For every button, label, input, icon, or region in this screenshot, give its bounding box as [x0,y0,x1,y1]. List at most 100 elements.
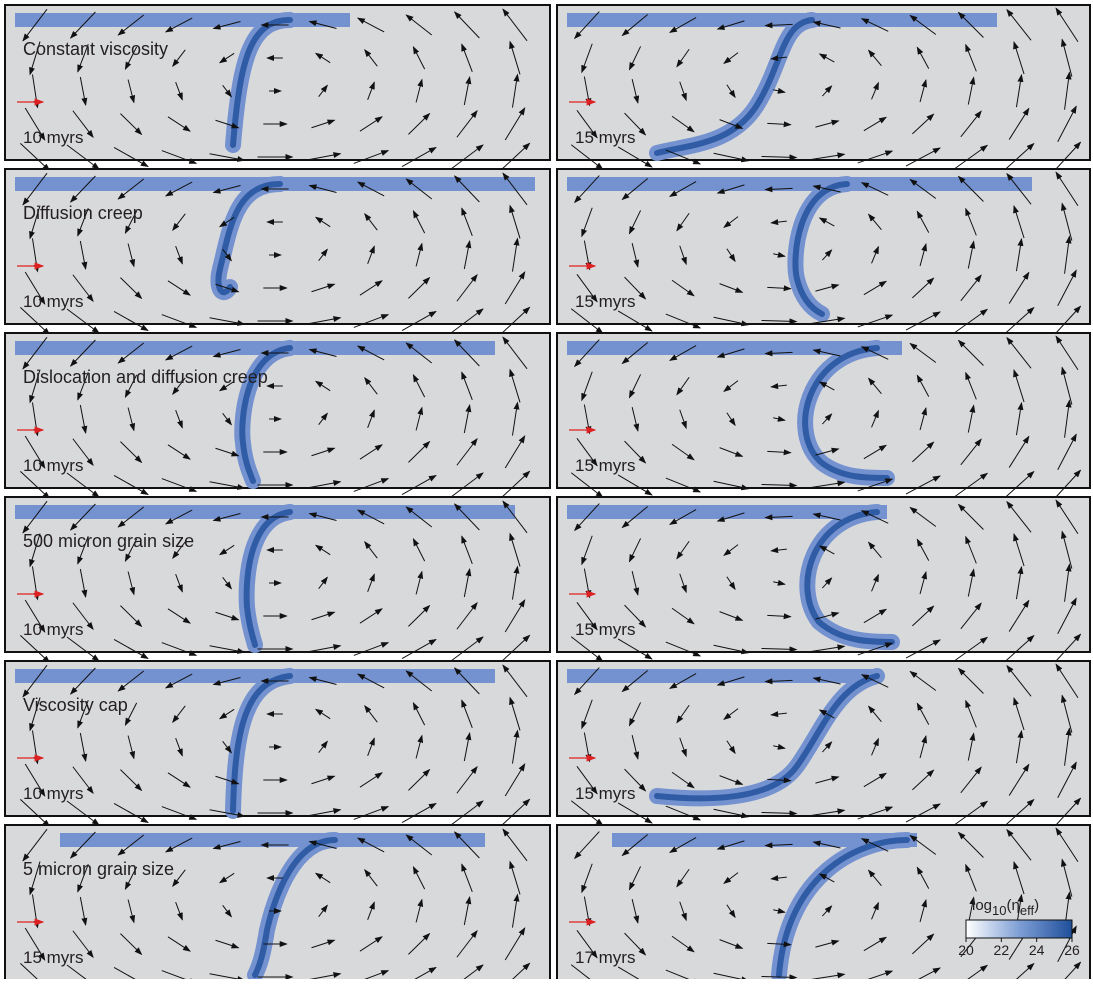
velocity-arrow [624,604,647,628]
velocity-arrow [463,732,472,762]
velocity-arrow [502,172,528,206]
velocity-arrow [218,872,235,884]
velocity-arrow [500,142,531,172]
velocity-arrow [367,245,375,264]
colorbar-label-part: ) [1034,897,1039,914]
velocity-arrow [723,216,739,228]
velocity-arrow [713,152,750,163]
velocity-arrow [822,741,833,753]
velocity-arrow [631,243,640,268]
panel: 15 myrs [556,496,1091,665]
velocity-arrow [676,212,690,232]
slab-core [654,17,815,156]
velocity-arrow [405,834,433,856]
velocity-arrow [24,435,46,469]
velocity-arrow [860,18,889,32]
velocity-arrow [66,800,100,826]
time-label: 15 myrs [575,784,635,803]
velocity-arrow [967,76,976,105]
velocity-arrow [957,831,984,858]
velocity-arrow [624,932,647,956]
velocity-arrow [367,409,375,428]
velocity-arrow [117,178,145,200]
velocity-arrow [127,571,136,596]
velocity-arrow [456,765,478,794]
velocity-arrow [1015,565,1024,600]
velocity-arrow [209,153,246,162]
velocity-arrow [308,512,337,522]
velocity-arrow [77,536,89,565]
velocity-arrow [719,119,744,129]
velocity-arrow [113,639,149,660]
velocity-arrow [726,248,736,263]
velocity-arrow [113,803,149,824]
velocity-arrow [628,702,642,727]
velocity-arrow [401,802,437,823]
velocity-arrow [1061,530,1073,569]
velocity-arrow [172,49,186,68]
velocity-arrow [576,929,598,959]
velocity-arrow [69,175,96,203]
velocity-arrow [1061,38,1073,77]
velocity-arrow [356,17,385,33]
velocity-arrow [175,410,183,429]
velocity-arrow [209,317,246,326]
velocity-arrow [364,48,378,67]
velocity-arrow [912,113,935,135]
velocity-arrow [356,181,385,197]
velocity-arrow [412,537,426,562]
velocity-arrow [412,45,426,70]
velocity-arrow [311,283,336,293]
velocity-arrow [1015,73,1024,108]
velocity-arrow [318,740,328,754]
velocity-arrow [867,541,882,559]
velocity-arrow [20,306,51,336]
velocity-arrow [764,350,793,357]
velocity-arrow [617,310,653,332]
slab-core [252,837,338,978]
velocity-arrow [117,14,145,36]
velocity-arrow [124,702,138,727]
velocity-arrow [164,673,193,689]
velocity-arrow [367,573,375,592]
velocity-arrow [453,831,480,859]
velocity-arrow [822,905,833,917]
velocity-arrow [509,368,521,403]
velocity-arrow [29,697,41,732]
velocity-arrow [863,116,887,132]
velocity-arrow [812,184,841,193]
velocity-arrow [318,576,328,590]
velocity-arrow [405,670,433,692]
slab-core [215,181,283,296]
velocity-arrow [24,763,46,797]
velocity-arrow [628,374,642,399]
velocity-arrow [463,76,472,106]
velocity-arrow [408,112,431,135]
velocity-arrow [113,147,149,168]
velocity-arrow [576,601,598,631]
plate [15,341,495,355]
velocity-arrow [456,273,478,302]
velocity-arrow [761,974,798,981]
velocity-arrow [305,644,342,653]
velocity-arrow [1013,697,1025,731]
velocity-arrow [405,342,433,364]
velocity-arrow [77,700,89,729]
velocity-arrow [573,503,600,532]
velocity-arrow [222,84,232,98]
velocity-arrow [871,409,879,428]
velocity-arrow [965,863,977,892]
velocity-arrow [72,602,94,631]
velocity-arrow [767,285,792,292]
velocity-arrow [570,964,604,984]
panel: Dislocation and diffusion creep 10 myrs [4,332,551,500]
velocity-arrow [770,875,787,882]
velocity-arrow [867,705,882,723]
velocity-arrow [405,14,433,36]
velocity-arrow [218,544,235,556]
velocity-arrow [412,373,426,398]
velocity-arrow [815,775,840,784]
velocity-arrow [1053,141,1082,173]
time-label: 10 myrs [23,292,83,311]
plate [567,505,887,519]
